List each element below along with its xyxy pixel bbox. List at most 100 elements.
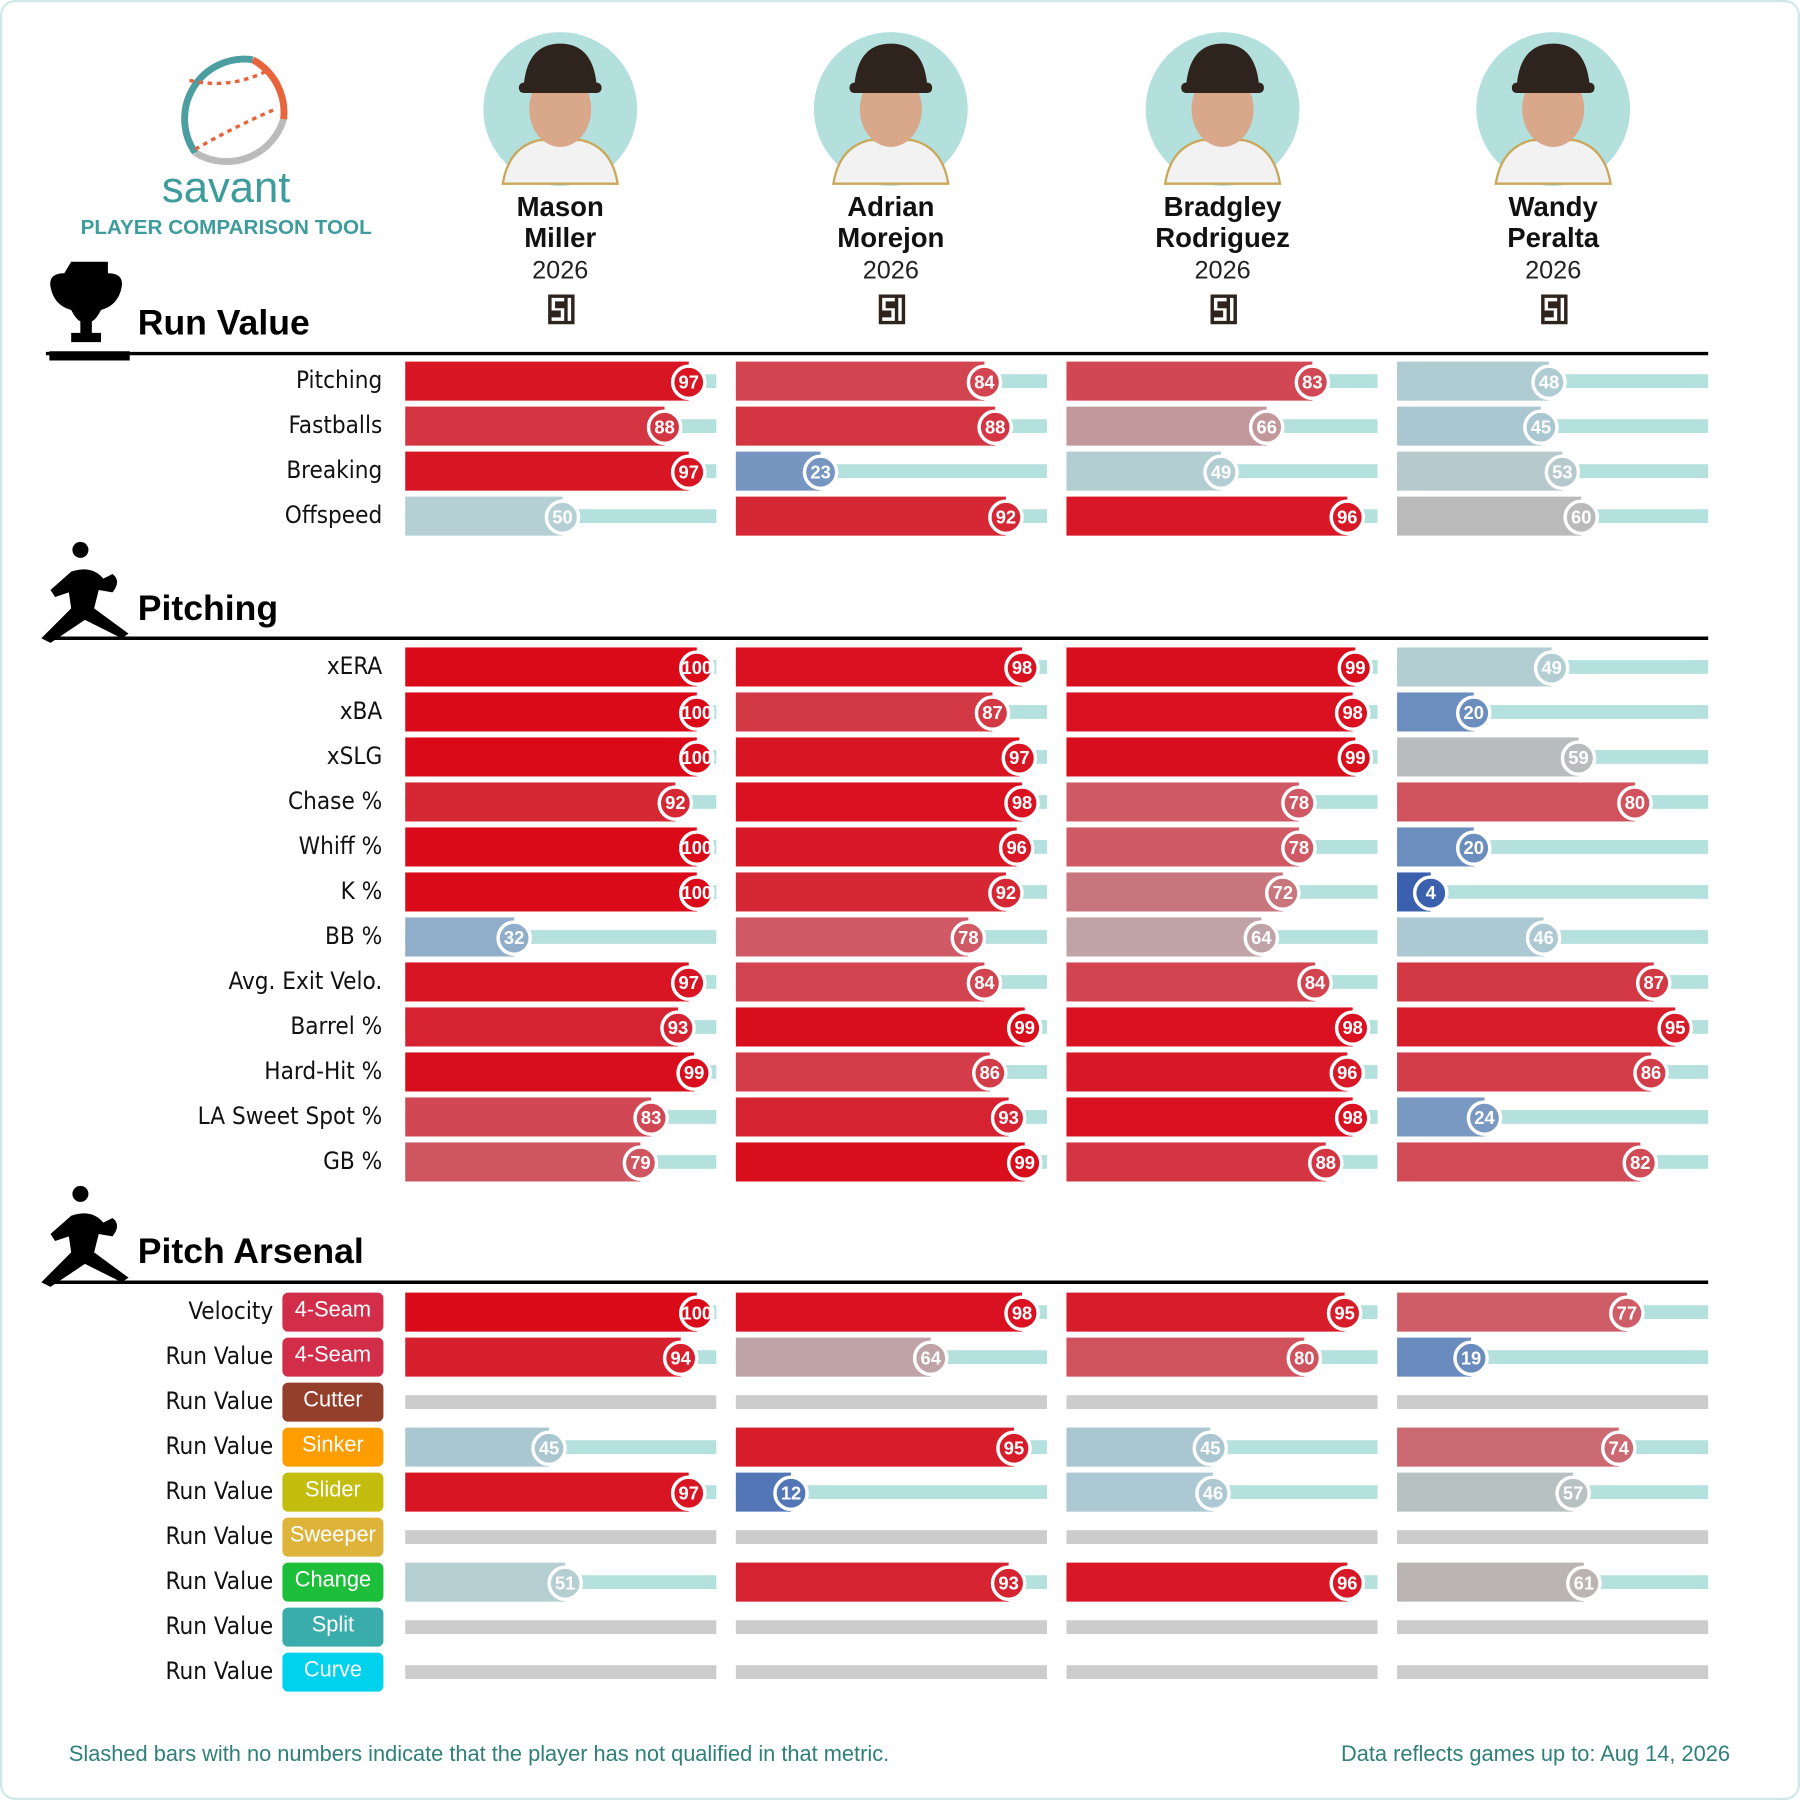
player-last-name: Miller <box>524 222 596 253</box>
value-label: 100 <box>681 702 712 723</box>
bar <box>1397 451 1563 491</box>
team-logo <box>1541 294 1568 325</box>
player-last-name: Peralta <box>1507 222 1600 253</box>
pitch-tag <box>282 1427 384 1467</box>
player-body <box>1163 138 1282 185</box>
bar <box>405 1472 689 1512</box>
value-badge <box>1523 409 1559 446</box>
unqualified-bar <box>1066 1530 1378 1545</box>
bar <box>405 406 665 446</box>
bar <box>1066 782 1299 822</box>
value-label: 84 <box>974 371 995 392</box>
value-label: 86 <box>1641 1062 1661 1083</box>
value-label: 84 <box>1305 972 1326 993</box>
value-badge <box>1525 920 1562 956</box>
row-label: Barrel % <box>290 1012 382 1040</box>
value-label: 97 <box>679 1482 699 1503</box>
value-label: 61 <box>1574 1572 1594 1593</box>
value-label: 93 <box>998 1572 1018 1593</box>
player-cap <box>1516 43 1590 90</box>
value-label: 46 <box>1533 927 1553 948</box>
value-badge <box>679 740 715 776</box>
value-badge <box>773 1475 809 1512</box>
player-body <box>832 138 950 185</box>
bar <box>1066 496 1348 536</box>
value-badge <box>1455 830 1492 866</box>
value-label: 80 <box>1625 792 1645 813</box>
bar <box>405 1292 697 1332</box>
value-badge <box>1337 650 1374 686</box>
bar <box>405 1562 566 1602</box>
bar-track <box>735 1485 1047 1500</box>
value-label: 46 <box>1203 1482 1223 1503</box>
row-label: Run Value <box>166 1432 274 1460</box>
value-label: 92 <box>996 506 1016 527</box>
unqualified-bar <box>1066 1665 1378 1680</box>
value-label: 23 <box>810 461 830 482</box>
unqualified-bar <box>735 1665 1047 1680</box>
bar <box>405 647 697 687</box>
value-label: 80 <box>1294 1347 1314 1368</box>
value-label: 100 <box>681 1302 712 1323</box>
value-badge <box>1203 454 1239 491</box>
value-label: 4 <box>1426 882 1437 903</box>
bar <box>1066 1337 1305 1377</box>
player-body <box>1494 138 1612 185</box>
value-label: 84 <box>974 972 995 993</box>
row-label: Avg. Exit Velo. <box>229 967 383 995</box>
value-label: 96 <box>1006 837 1026 858</box>
bar <box>405 1007 679 1047</box>
pitch-tag <box>282 1292 384 1332</box>
value-label: 88 <box>654 416 674 437</box>
bar <box>735 1427 1014 1467</box>
bar <box>1397 361 1549 401</box>
value-badge <box>679 650 715 686</box>
pitch-name: Curve <box>304 1657 362 1682</box>
value-label: 72 <box>1273 882 1293 903</box>
value-label: 93 <box>668 1017 688 1038</box>
bar <box>405 361 689 401</box>
value-label: 99 <box>1015 1017 1035 1038</box>
value-badge <box>1329 1055 1366 1091</box>
bar <box>1066 872 1283 912</box>
value-badge <box>1622 1145 1659 1181</box>
footer-note: Slashed bars with no numbers indicate th… <box>69 1741 889 1766</box>
unqualified-bar <box>1397 1395 1709 1410</box>
value-label: 78 <box>958 927 978 948</box>
value-badge <box>974 695 1011 731</box>
row-label: Velocity <box>188 1297 273 1325</box>
value-badge <box>1337 740 1374 776</box>
row-label: Run Value <box>166 1387 274 1415</box>
value-badge <box>966 364 1003 401</box>
bar <box>1397 917 1544 957</box>
team-logo <box>878 294 906 325</box>
bar <box>1066 917 1262 957</box>
value-label: 32 <box>504 927 524 948</box>
row-label: xERA <box>327 652 383 680</box>
bar <box>405 917 515 957</box>
bar <box>1397 496 1582 536</box>
row-label: GB % <box>323 1147 382 1175</box>
value-badge <box>1601 1430 1637 1467</box>
player-season: 2026 <box>1194 257 1250 285</box>
row-label: Run Value <box>166 1522 274 1550</box>
value-label: 60 <box>1571 506 1591 527</box>
cap-brim <box>1511 82 1595 93</box>
value-badge <box>1006 1145 1043 1181</box>
value-badge <box>670 1475 707 1512</box>
value-badge <box>1248 409 1285 446</box>
unqualified-bar <box>405 1530 717 1545</box>
bar <box>405 827 697 867</box>
pitch-tag <box>282 1382 384 1422</box>
player-first-name: Bradgley <box>1164 191 1283 222</box>
value-badge <box>1004 650 1040 686</box>
value-badge <box>1004 1295 1040 1332</box>
row-label: Run Value <box>166 1612 274 1640</box>
value-label: 45 <box>539 1437 559 1458</box>
value-label: 95 <box>1334 1302 1354 1323</box>
value-badge <box>1635 965 1672 1001</box>
bar <box>1066 451 1222 491</box>
value-badge <box>996 1430 1032 1467</box>
section-title: Run Value <box>138 302 310 342</box>
bar <box>735 1007 1025 1047</box>
